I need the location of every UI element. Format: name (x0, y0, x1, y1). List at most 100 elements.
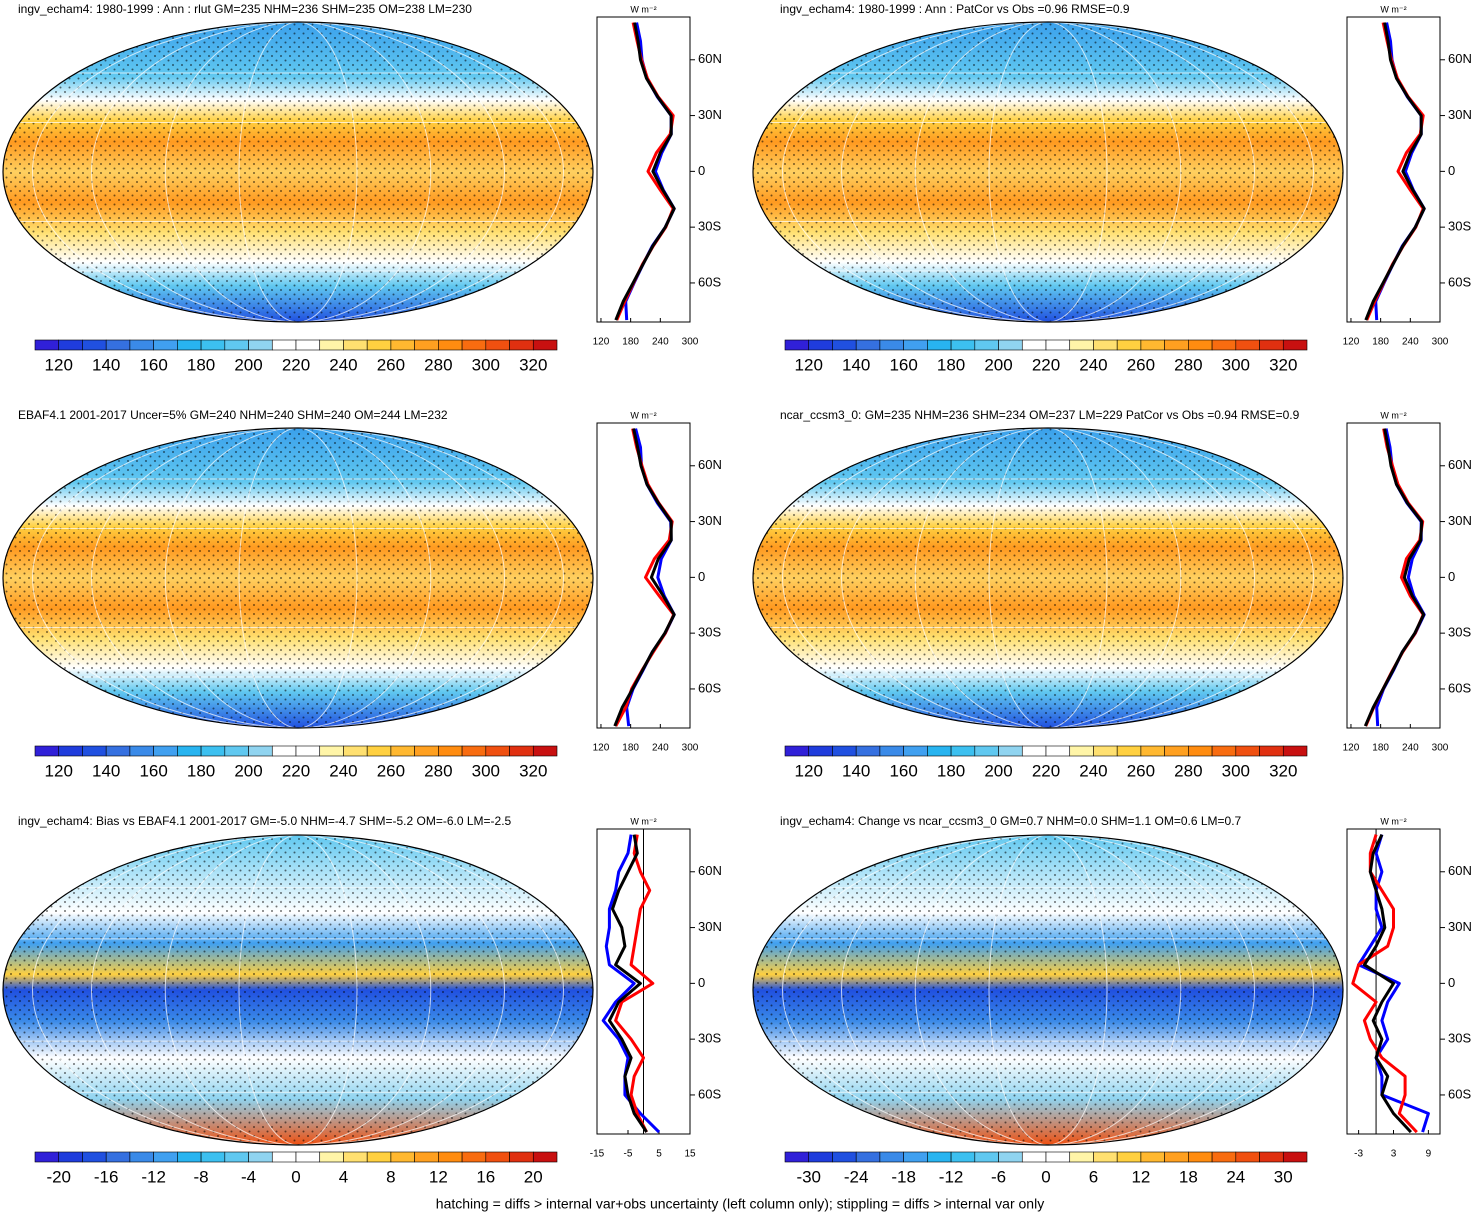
y-tick-label: 30S (1448, 219, 1471, 234)
colorbar-label: 220 (1032, 761, 1060, 780)
colorbar-label: 240 (329, 761, 357, 780)
colorbar-label: 160 (139, 761, 167, 780)
colorbar-box (1282, 745, 1308, 757)
zonal-line (1362, 833, 1412, 1134)
colorbar-box (1116, 1151, 1142, 1163)
colorbar-box (153, 1151, 178, 1163)
colorbar-box (105, 1151, 131, 1163)
colorbar-box (903, 1151, 928, 1163)
meridian (841, 428, 1255, 728)
colorbar-box (808, 1151, 833, 1163)
colorbar-label: 320 (1269, 355, 1297, 374)
colorbar-label: -30 (796, 1167, 821, 1186)
x-tick-label: 180 (1372, 337, 1389, 348)
colorbar-box (34, 745, 60, 757)
map-outline (752, 21, 1344, 323)
colorbar-box (224, 1151, 249, 1163)
y-tick-label: 30N (1448, 513, 1472, 528)
y-tick-label: 30S (1448, 1031, 1471, 1046)
x-tick-label: 180 (622, 743, 639, 754)
colorbar-box (271, 1151, 297, 1163)
colorbar-label: 280 (424, 761, 452, 780)
colorbar-box (879, 1151, 904, 1163)
colorbar-label: 200 (234, 355, 262, 374)
colorbar-box (34, 1151, 60, 1163)
y-tick-label: 0 (1448, 163, 1455, 178)
y-tick-label: 30N (698, 107, 722, 122)
colorbar-label: -16 (94, 1167, 119, 1186)
colorbar-box (200, 1151, 226, 1163)
y-tick-label: 30N (698, 919, 722, 934)
colorbar-box (1211, 1151, 1237, 1163)
colorbar-box (58, 1151, 83, 1163)
colorbar-label: -20 (46, 1167, 71, 1186)
x-tick-label: 300 (1432, 337, 1449, 348)
colorbar-box (461, 339, 487, 351)
colorbar-box (855, 745, 881, 757)
colorbar-label: 12 (429, 1167, 448, 1186)
colorbar-box (438, 1151, 463, 1163)
colorbar-label: 8 (386, 1167, 395, 1186)
colorbar-box (319, 1151, 344, 1163)
panel-title: ingv_echam4: 1980-1999 : Ann : rlut GM=2… (18, 2, 472, 16)
colorbar-box (485, 745, 510, 757)
y-tick-label: 60N (1448, 863, 1472, 878)
colorbar-box (855, 1151, 881, 1163)
x-tick-label: 300 (682, 337, 699, 348)
colorbar-box (879, 745, 904, 757)
colorbar-box (832, 745, 857, 757)
colorbar-box (1069, 339, 1094, 351)
stippling (753, 22, 1343, 322)
y-tick-label: 60S (1448, 274, 1471, 289)
colorbar-box (1164, 745, 1189, 757)
y-tick-label: 60S (698, 680, 721, 695)
colorbar-label: 260 (377, 761, 405, 780)
map (753, 22, 1343, 322)
colorbar-box (1045, 1151, 1071, 1163)
colorbar-box (509, 1151, 534, 1163)
meridian (164, 428, 432, 728)
colorbar-label: 24 (1226, 1167, 1245, 1186)
x-tick-label: 240 (652, 743, 669, 754)
x-tick-label: 9 (1426, 1149, 1432, 1160)
x-tick-label: 240 (652, 337, 669, 348)
colorbar-box (1116, 745, 1142, 757)
colorbar-box (129, 339, 154, 351)
zonal-line (607, 834, 648, 1133)
meridian (91, 22, 505, 322)
colorbar-box (438, 745, 463, 757)
colorbar-box (177, 339, 202, 351)
footer-note: hatching = diffs > internal var+obs unce… (436, 1196, 1044, 1212)
meridian (988, 22, 1108, 322)
colorbar-box (461, 745, 487, 757)
x-tick-label: 120 (593, 337, 610, 348)
colorbar-box (927, 339, 952, 351)
colorbar-box (927, 1151, 952, 1163)
meridian (238, 835, 358, 1145)
colorbar-box (248, 1151, 273, 1163)
colorbar-label: 300 (472, 355, 500, 374)
colorbar-box (105, 745, 131, 757)
meridian (914, 22, 1182, 322)
colorbar-label: 200 (234, 761, 262, 780)
map-outline (2, 427, 594, 729)
map-outline (752, 427, 1344, 729)
zonal-frame (1346, 16, 1441, 323)
panel-title: EBAF4.1 2001-2017 Uncer=5% GM=240 NHM=24… (18, 408, 448, 422)
colorbar-label: 160 (889, 355, 917, 374)
colorbar-box (1164, 339, 1189, 351)
colorbar-box (129, 745, 154, 757)
colorbar-box (295, 339, 321, 351)
meridian (164, 835, 432, 1145)
colorbar-label: -8 (194, 1167, 209, 1186)
meridian (32, 428, 564, 728)
meridian (988, 835, 1108, 1145)
colorbar-box (366, 339, 392, 351)
colorbar-box (1259, 745, 1284, 757)
colorbar-box (343, 339, 368, 351)
zonal-unit: W m⁻² (630, 410, 656, 420)
colorbar-label: -12 (939, 1167, 964, 1186)
y-tick-label: 30S (698, 1031, 721, 1046)
colorbar-label: 180 (187, 761, 215, 780)
